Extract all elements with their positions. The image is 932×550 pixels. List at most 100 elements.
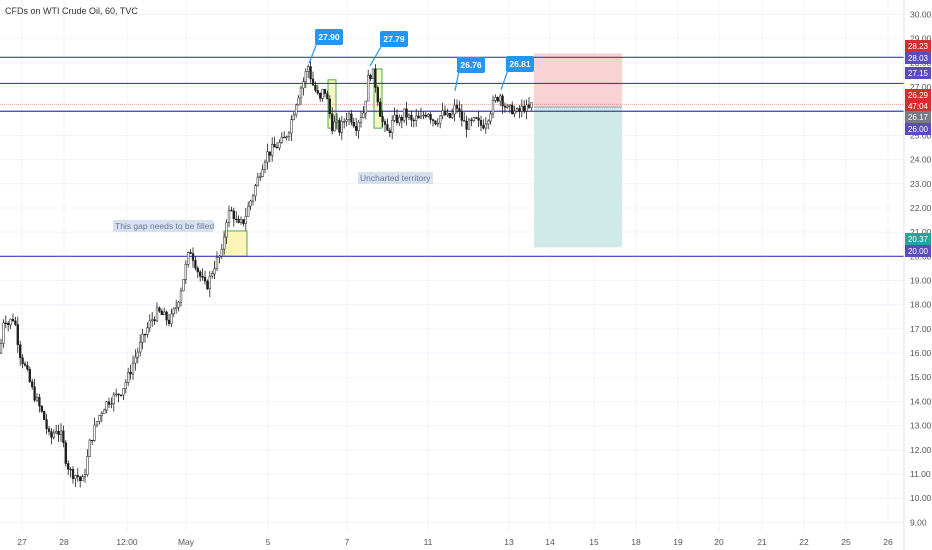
candle-body (369, 75, 372, 80)
candle-body (201, 275, 204, 278)
candle-body (122, 388, 125, 396)
y-tick-label: 18.00 (910, 300, 932, 310)
candle-body (91, 439, 94, 442)
candle-body (371, 68, 375, 80)
candle-body (194, 260, 197, 269)
candle-body (275, 146, 279, 149)
price-tag-label: 26.29 (908, 91, 929, 100)
candle-body (232, 210, 235, 220)
price-tag-label: 20.00 (908, 247, 929, 256)
candle-body (23, 363, 27, 366)
candle-body (458, 108, 461, 112)
candle-body (367, 75, 370, 102)
candle-body (518, 108, 521, 112)
candle-body (50, 431, 53, 438)
candle-body (191, 253, 195, 261)
candle-body (196, 267, 199, 273)
candle-body (76, 475, 79, 477)
callout-label: 26.81 (509, 59, 531, 69)
candle-body (69, 468, 72, 471)
candle-body (374, 68, 377, 88)
candle-body (170, 313, 173, 324)
candle-body (319, 92, 322, 99)
price-tag (905, 111, 931, 123)
x-tick-label: 21 (757, 537, 767, 547)
candle-body (11, 318, 15, 322)
candle-body (431, 119, 435, 122)
candle-body (386, 124, 389, 131)
candle-body (213, 268, 216, 275)
y-tick-label: 29.00 (910, 34, 932, 44)
callout-badge (457, 57, 485, 73)
price-tag-label: 47:04 (908, 102, 929, 111)
candle-body (184, 264, 187, 280)
candle-body (2, 322, 5, 344)
candle-body (165, 311, 168, 321)
candle-body (491, 99, 495, 115)
candle-body (446, 113, 449, 116)
candle-body (4, 322, 7, 325)
candle-body (71, 469, 75, 479)
annotation-text: This gap needs to be filled (115, 221, 215, 231)
candle-body (189, 252, 192, 254)
price-tag (905, 52, 931, 64)
candle-body (55, 430, 58, 434)
candle-body (215, 257, 219, 269)
candle-body (427, 114, 430, 117)
y-tick-label: 21.00 (910, 227, 932, 237)
x-tick-label: 18 (631, 537, 641, 547)
y-tick-label: 12.00 (910, 445, 932, 455)
candle-body (259, 176, 262, 178)
candle-body (400, 117, 403, 121)
candle-body (237, 218, 240, 223)
candle-body (484, 123, 487, 129)
candle-body (86, 456, 89, 475)
candle-body (357, 121, 360, 131)
candle-body (511, 104, 514, 115)
candle-body (0, 343, 3, 354)
candle-body (530, 102, 533, 108)
y-tick-label: 14.00 (910, 396, 932, 406)
x-tick-label: 19 (673, 537, 683, 547)
candle-body (187, 252, 190, 265)
candle-body (496, 97, 499, 102)
candle-body (299, 87, 303, 99)
candle-body (494, 97, 497, 101)
candle-body (223, 236, 226, 250)
candle-body (333, 121, 336, 132)
candle-body (268, 151, 271, 156)
candle-body (412, 119, 415, 122)
candle-body (244, 216, 247, 224)
candle-body (482, 125, 485, 129)
candle-body (112, 394, 115, 405)
y-tick-label: 17.00 (910, 324, 932, 334)
candle-body (479, 120, 483, 126)
y-tick-label: 9.00 (910, 517, 927, 527)
candle-body (175, 307, 178, 310)
candle-body (304, 71, 307, 82)
y-tick-label: 16.00 (910, 348, 932, 358)
price-tag (905, 245, 931, 257)
candle-body (26, 365, 29, 370)
candle-body (167, 319, 171, 324)
chart-title: CFDs on WTI Crude Oil, 60, TVC (5, 6, 138, 16)
candle-body (321, 89, 324, 99)
candle-body (158, 307, 161, 312)
candle-body (7, 323, 10, 326)
y-tick-label: 23.00 (910, 179, 932, 189)
x-tick-label: 22 (799, 537, 809, 547)
candle-body (475, 117, 478, 119)
price-tag (905, 89, 931, 101)
candle-body (326, 93, 329, 100)
candle-body (57, 430, 60, 435)
candle-body (287, 132, 291, 137)
candle-body (251, 195, 255, 202)
candle-body (182, 279, 185, 292)
candle-body (220, 248, 223, 257)
candle-body (235, 218, 238, 220)
candle-body (43, 411, 46, 420)
y-tick-label: 27.00 (910, 82, 932, 92)
candle-body (470, 119, 473, 121)
candle-body (352, 121, 355, 127)
candle-body (230, 209, 233, 212)
